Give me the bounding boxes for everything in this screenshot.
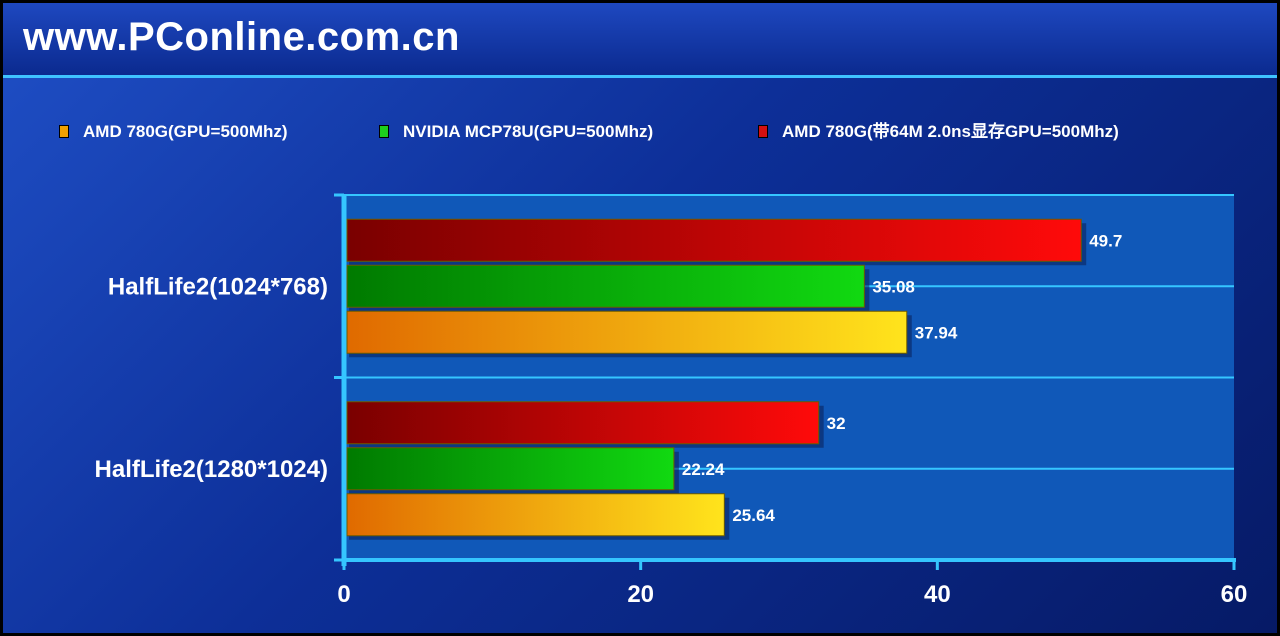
chart-legend: AMD 780G(GPU=500Mhz) NVIDIA MCP78U(GPU=5… (3, 121, 1277, 149)
bar-chart: 49.7 35.08 37.94 HalfLife2(1024*768) 32 22.24… (95, 193, 1248, 608)
data-label: 37.94 (915, 323, 958, 342)
header-divider (3, 75, 1277, 78)
category-label: HalfLife2(1280*1024) (95, 456, 328, 483)
bar (346, 218, 1082, 262)
x-tick-label: 40 (924, 581, 951, 608)
data-label: 35.08 (872, 277, 915, 296)
legend-label-amd-780g: AMD 780G(GPU=500Mhz) (83, 122, 288, 141)
x-tick-label: 20 (627, 581, 654, 608)
bar (346, 401, 820, 445)
category-label: HalfLife2(1024*768) (108, 273, 328, 300)
bar (346, 264, 865, 308)
site-title: www.PConline.com.cn (23, 15, 460, 59)
data-label: 32 (827, 414, 846, 433)
data-label: 25.64 (732, 506, 775, 525)
legend-label-nvidia-mcp78u: NVIDIA MCP78U(GPU=500Mhz) (403, 122, 654, 141)
legend-swatch-nvidia-mcp78u (379, 125, 389, 138)
header-bar: www.PConline.com.cn (3, 3, 1277, 75)
x-tick-label: 60 (1221, 581, 1248, 608)
x-tick-label: 0 (337, 581, 350, 608)
legend-swatch-amd-780g (59, 125, 69, 138)
legend-label-amd-780g-64m: AMD 780G(带64M 2.0ns显存GPU=500Mhz) (782, 122, 1119, 141)
data-label: 49.7 (1089, 231, 1122, 250)
bar (346, 310, 908, 354)
bar (346, 493, 725, 537)
bar (346, 447, 675, 491)
data-label: 22.24 (682, 460, 725, 479)
legend-swatch-amd-780g-64m (758, 125, 768, 138)
